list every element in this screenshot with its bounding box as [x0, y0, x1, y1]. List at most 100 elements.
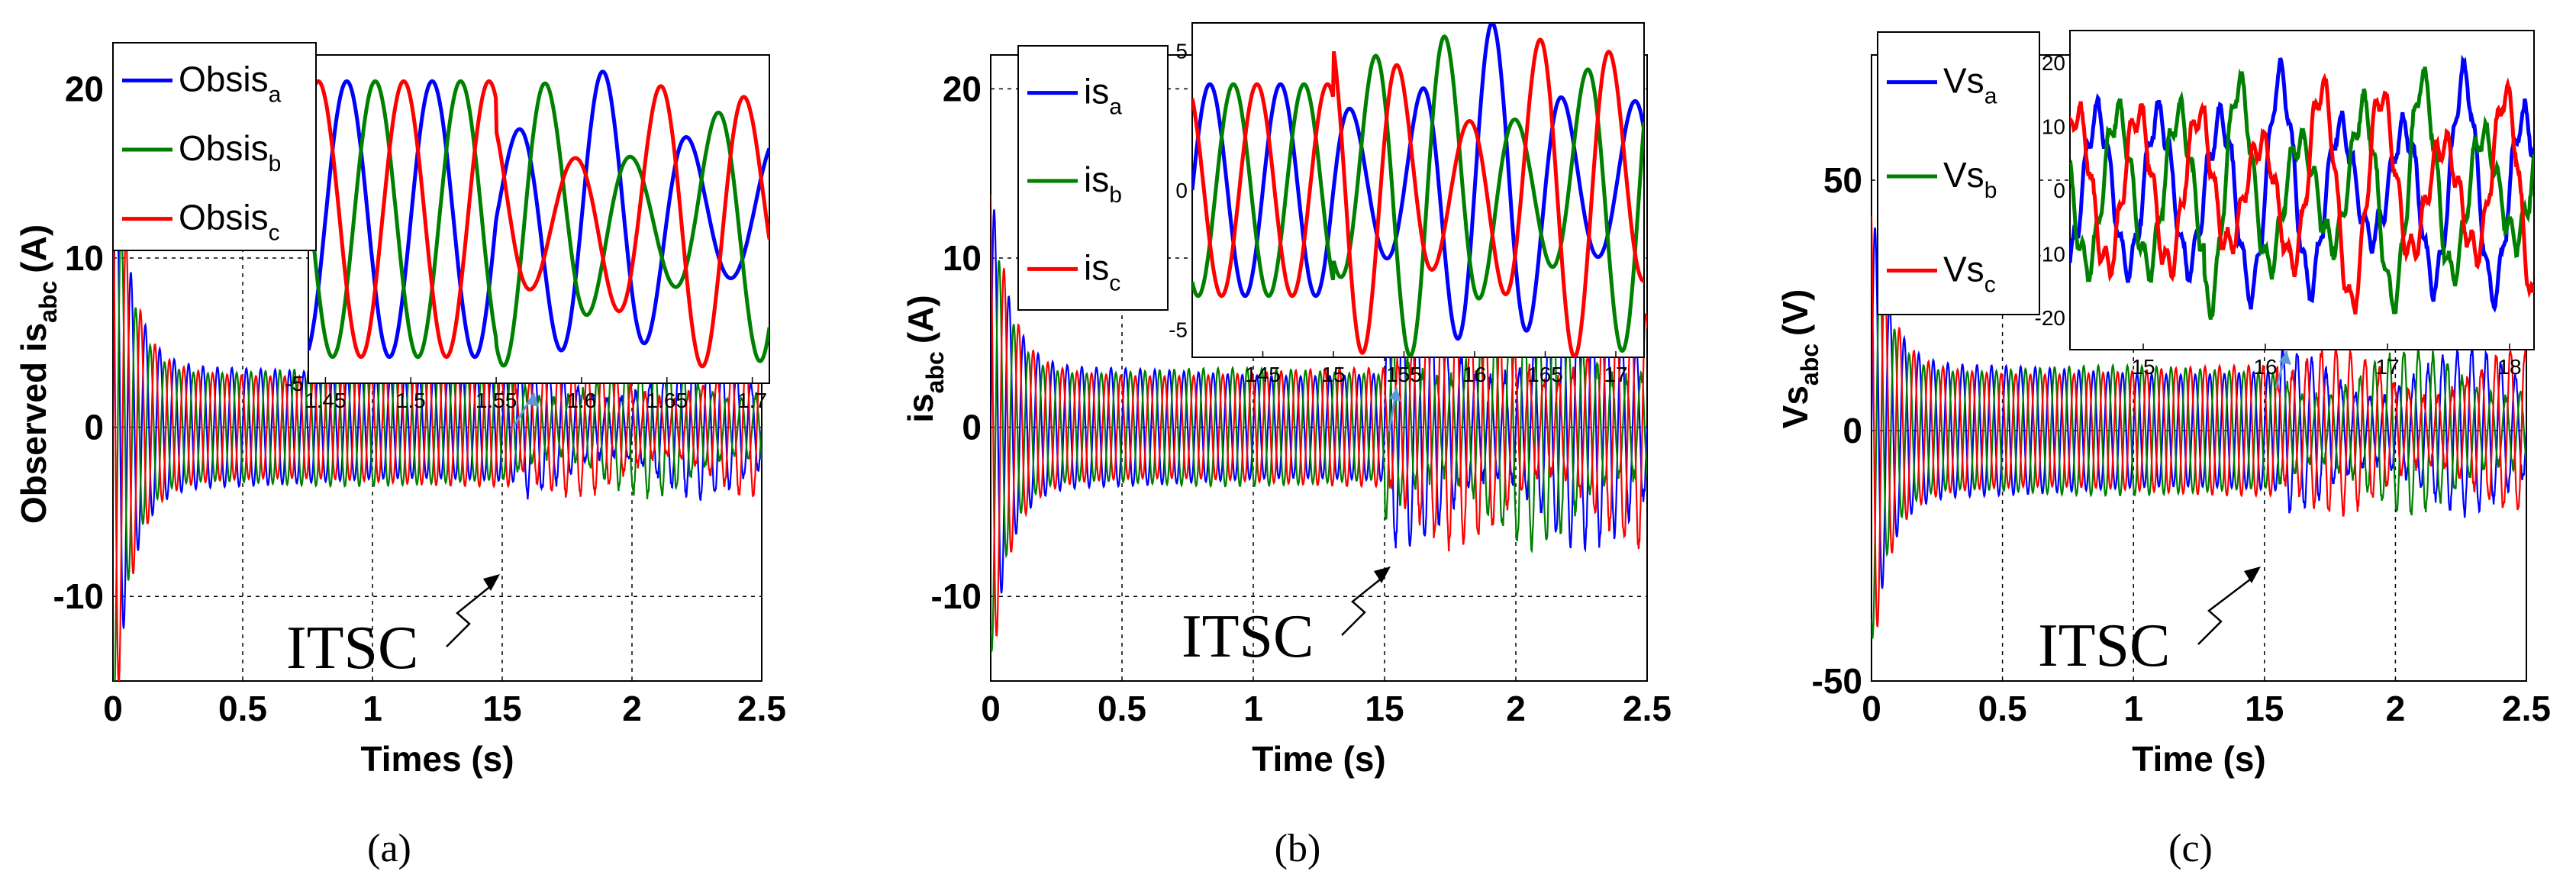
x-axis-label: Times (s) [360, 739, 514, 779]
itsc-annotation: ITSC [1182, 603, 1314, 670]
inset-y-tick-label: 0 [1175, 179, 1188, 202]
y-tick-label: 20 [943, 69, 982, 108]
legend-box [112, 42, 317, 251]
inset-x-tick-label: 1.45 [305, 389, 347, 412]
legend: Vsa Vsb Vsc [1877, 31, 2040, 315]
x-tick-label: 15 [1365, 689, 1404, 728]
inset-x-tick-label: 16 [2253, 355, 2277, 379]
chart-panel-2: 0 0.5 1 15 2 2.5 -10 0 10 20 Time (s) isabc(A) ITSC 1… [901, 22, 1672, 870]
inset-series-group [1192, 23, 1644, 357]
series-line-b [1872, 273, 2526, 639]
panel-caption: (c) [2168, 827, 2213, 870]
inset-pointer-head [1389, 388, 1401, 402]
y-tick-label: 10 [65, 238, 104, 278]
legend-label-b: isb [1084, 160, 1122, 208]
itsc-arrow-line [1341, 576, 1384, 636]
panel-caption: (b) [1275, 827, 1321, 870]
inset-series-line-c [1192, 37, 1644, 357]
y-tick-label: 20 [65, 69, 104, 108]
inset-series-line-c [308, 79, 769, 369]
legend-label-c: isc [1084, 247, 1120, 295]
y-tick-label: -10 [53, 576, 104, 616]
inset-x-tick-label: 1.7 [737, 389, 767, 412]
x-tick-label: 0 [1862, 689, 1881, 728]
inset-x-tick-label: 17 [1604, 363, 1627, 386]
inset-series-line-b [1192, 34, 1644, 357]
inset-pointer-head [2279, 351, 2291, 365]
y-tick-label: 0 [962, 408, 982, 447]
inset-y-tick-label: 20 [2042, 51, 2065, 75]
inset-x-tick-label: 1.55 [476, 389, 517, 412]
inset-chart: 1.451.51.551.61.651.7-55 [285, 44, 770, 412]
inset-series-line-b [308, 79, 769, 368]
y-axis-label: Observed isabc(A) [14, 224, 62, 524]
legend-label-a: isa [1084, 72, 1122, 120]
inset-x-tick-label: 165 [1527, 363, 1563, 386]
x-tick-label: 1 [363, 689, 382, 728]
inset-pointer-head [527, 393, 539, 407]
x-tick-label: 2.5 [1623, 689, 1672, 728]
legend: Obsisa Obsisb Obsisc [112, 42, 317, 251]
x-tick-label: 2.5 [2502, 689, 2551, 728]
y-tick-label: -50 [1812, 661, 1862, 701]
series-line-a [113, 157, 762, 629]
inset-x-tick-label: 16 [1462, 363, 1486, 386]
x-axis-label: Time (s) [2132, 739, 2266, 779]
x-axis-label: Time (s) [1252, 739, 1386, 779]
itsc-annotation: ITSC [2038, 612, 2170, 679]
inset-series-line-b [2070, 66, 2534, 320]
inset-x-tick-label: 18 [2497, 355, 2521, 379]
itsc-arrow-line [2197, 576, 2254, 645]
inset-series-group [2070, 54, 2534, 320]
series-line-a [1872, 227, 2526, 589]
legend-box [1877, 31, 2040, 315]
itsc-arrow-head [2244, 566, 2261, 583]
chart-panel-1: 0 0.5 1 15 2 2.5 -10 0 10 20 Times (s) Observed isa… [14, 42, 786, 870]
series-line-c [1872, 215, 2526, 628]
inset-series-line-c [2070, 73, 2534, 315]
inset-y-tick-label: 5 [1175, 40, 1188, 63]
x-tick-label: 0.5 [1978, 689, 2027, 728]
inset-series-group [308, 69, 769, 369]
inset-y-tick-label: 0 [2053, 179, 2065, 202]
inset-x-tick-label: 17 [2375, 355, 2399, 379]
inset-x-tick-label: 15 [2131, 355, 2155, 379]
inset-series-line-a [1192, 23, 1644, 341]
inset-y-tick-label: -5 [1169, 318, 1188, 342]
legend-label-a: Obsisa [179, 59, 282, 107]
y-tick-label: 10 [943, 238, 982, 278]
inset-x-tick-label: 1.5 [396, 389, 426, 412]
x-tick-label: 2 [622, 689, 642, 728]
x-tick-label: 0.5 [218, 689, 267, 728]
legend-label-c: Vsc [1943, 249, 1996, 297]
series-line-c [991, 195, 1647, 637]
x-tick-label: 2 [1506, 689, 1526, 728]
y-tick-label: -10 [931, 576, 982, 616]
x-tick-label: 15 [2245, 689, 2284, 728]
y-axis-label: isabc(A) [901, 295, 949, 422]
series-line-c [113, 137, 762, 681]
x-tick-label: 0 [981, 689, 1001, 728]
inset-x-tick-label: 1.6 [566, 389, 596, 412]
x-tick-label: 1 [2123, 689, 2143, 728]
inset-series-line-a [308, 69, 769, 360]
inset-x-tick-label: 1.65 [646, 389, 688, 412]
x-tick-label: 2.5 [737, 689, 786, 728]
y-tick-label: 50 [1823, 160, 1862, 200]
inset-chart: 145 15 155 16 165 17 -5 0 5 [1169, 22, 1645, 386]
legend-label-a: Vsa [1943, 61, 1997, 109]
itsc-arrow-head [1374, 566, 1391, 583]
y-tick-label: 0 [84, 408, 104, 447]
legend: isa isb isc [1017, 45, 1169, 311]
inset-area [2069, 30, 2535, 350]
x-tick-label: 0.5 [1098, 689, 1146, 728]
itsc-annotation: ITSC [286, 615, 418, 682]
legend-label-b: Vsb [1943, 155, 1997, 203]
panel-caption: (a) [367, 827, 411, 870]
itsc-arrow-line [446, 584, 493, 647]
legend-label-b: Obsisb [179, 128, 281, 176]
x-tick-label: 1 [1243, 689, 1263, 728]
